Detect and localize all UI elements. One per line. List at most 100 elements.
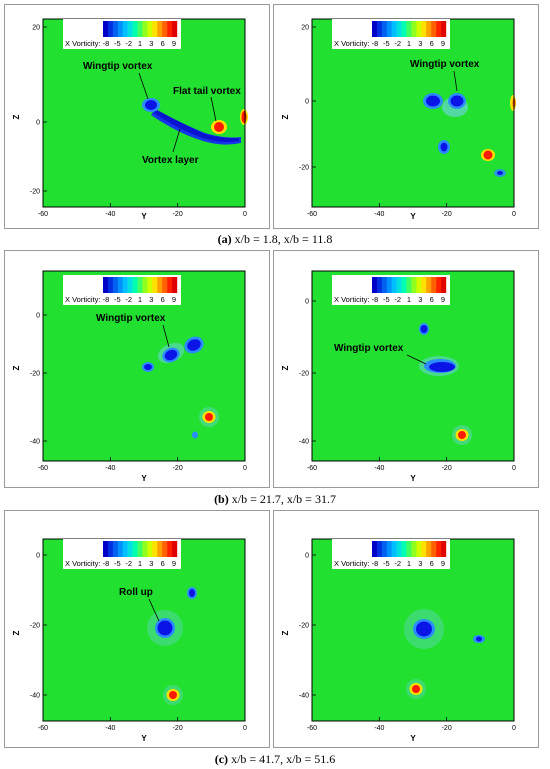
colorbar-legend: X Vorticity: -8 -5 -2 1 3 6 9 bbox=[332, 19, 450, 49]
annotation-wingtip-vortex: Wingtip vortex bbox=[96, 313, 166, 324]
x-tick-label: -60 bbox=[307, 211, 317, 218]
colorbar-swatch bbox=[416, 541, 422, 557]
colorbar-swatch bbox=[401, 277, 407, 293]
colorbar-swatch bbox=[122, 21, 128, 37]
colorbar-swatch bbox=[421, 277, 427, 293]
legend-tick-label: -8 bbox=[372, 559, 379, 568]
axis-ticks: -60 -40 -20 0 0 -20 -40 bbox=[30, 553, 247, 733]
x-tick-label: -60 bbox=[38, 211, 48, 218]
colorbar-swatch bbox=[107, 277, 114, 293]
secondary-vortex-core bbox=[497, 171, 503, 175]
colorbar-swatch bbox=[381, 277, 387, 293]
colorbar-swatch bbox=[391, 21, 397, 37]
annotation-leader bbox=[453, 70, 458, 92]
x-axis-label: Y bbox=[410, 734, 416, 743]
y-axis-label: Z bbox=[281, 114, 290, 119]
axis-ticks: -60 -40 -20 0 20 0 -20 bbox=[30, 25, 247, 219]
legend-tick-label: 1 bbox=[407, 559, 411, 568]
x-axis-label: Y bbox=[141, 734, 147, 743]
legend-tick-label: -8 bbox=[372, 39, 379, 48]
axis-ticks: -60 -40 -20 0 0 -20 -40 bbox=[30, 313, 247, 473]
colorbar-swatch bbox=[112, 277, 118, 293]
colorbar-swatch bbox=[147, 541, 153, 557]
annotation-wingtip-vortex: Wingtip vortex bbox=[334, 343, 404, 354]
panel-b-left: X Vorticity: -8 -5 -2 1 3 6 9 -60 -40 -20 0 0 -20 -40… bbox=[4, 250, 270, 488]
legend-tick-label: 3 bbox=[418, 295, 422, 304]
legend-label: X Vorticity: bbox=[65, 295, 100, 304]
colorbar-swatch bbox=[122, 277, 128, 293]
y-tick-label: 20 bbox=[301, 25, 309, 32]
legend-tick-label: -2 bbox=[125, 295, 132, 304]
y-axis-label: Z bbox=[281, 365, 290, 370]
legend-tick-label: -5 bbox=[114, 39, 121, 48]
annotation-wingtip-vortex: Wingtip vortex bbox=[83, 61, 153, 72]
y-axis-label: Z bbox=[12, 630, 21, 635]
colorbar-swatch bbox=[396, 21, 402, 37]
colorbar-swatch bbox=[436, 277, 442, 293]
colorbar-swatch bbox=[103, 541, 109, 557]
colorbar-swatch bbox=[152, 541, 158, 557]
tail-vortex-core bbox=[169, 691, 177, 699]
colorbar-swatch bbox=[416, 277, 422, 293]
x-tick-label: -60 bbox=[307, 725, 317, 732]
y-tick-label: -20 bbox=[299, 371, 309, 378]
colorbar-swatch bbox=[376, 277, 383, 293]
legend-tick-label: 9 bbox=[441, 295, 445, 304]
colorbar-swatch bbox=[162, 277, 168, 293]
colorbar-swatch bbox=[416, 21, 422, 37]
legend-tick-label: 1 bbox=[138, 39, 142, 48]
colorbar-swatch bbox=[132, 541, 138, 557]
colorbar-swatch bbox=[401, 541, 407, 557]
colorbar-swatch bbox=[396, 277, 402, 293]
legend-tick-label: 9 bbox=[172, 559, 176, 568]
y-tick-label: -20 bbox=[30, 371, 40, 378]
colorbar-swatch bbox=[431, 277, 437, 293]
colorbar-swatch bbox=[406, 277, 412, 293]
x-tick-label: -60 bbox=[307, 465, 317, 472]
colorbar-swatch bbox=[406, 541, 412, 557]
colorbar-swatch bbox=[103, 21, 109, 37]
colorbar-legend: X Vorticity: -8 -5 -2 1 3 6 9 bbox=[63, 275, 181, 305]
colorbar-swatch bbox=[172, 541, 178, 557]
colorbar-swatch bbox=[147, 277, 153, 293]
colorbar-legend: X Vorticity: -8 -5 -2 1 3 6 9 bbox=[63, 19, 181, 49]
vorticity-field bbox=[312, 19, 514, 207]
y-tick-label: 20 bbox=[32, 25, 40, 32]
x-tick-label: -40 bbox=[374, 211, 384, 218]
x-tick-label: -60 bbox=[38, 465, 48, 472]
legend-tick-label: 9 bbox=[172, 295, 176, 304]
legend-tick-label: 9 bbox=[172, 39, 176, 48]
legend-tick-label: -5 bbox=[383, 559, 390, 568]
colorbar-swatch bbox=[421, 21, 427, 37]
colorbar-swatch bbox=[426, 21, 432, 37]
colorbar-swatch bbox=[157, 21, 163, 37]
annotation-leader bbox=[406, 354, 427, 365]
colorbar-swatch bbox=[157, 277, 163, 293]
colorbar-swatch bbox=[172, 277, 178, 293]
caption-a: (a) x/b = 1.8, x/b = 11.8 bbox=[217, 232, 333, 246]
colorbar-swatch bbox=[167, 277, 173, 293]
x-tick-label: -40 bbox=[105, 211, 115, 218]
x-tick-label: -20 bbox=[442, 465, 452, 472]
legend-tick-label: 3 bbox=[149, 559, 153, 568]
panel-a-right: X Vorticity: -8 -5 -2 1 3 6 9 -60 -40 -20 0 20 0 -20 … bbox=[273, 4, 539, 229]
colorbar-swatch bbox=[127, 541, 133, 557]
colorbar-swatch bbox=[112, 541, 118, 557]
tail-vortex-core bbox=[412, 685, 420, 693]
legend-tick-label: 3 bbox=[149, 39, 153, 48]
legend-tick-label: 6 bbox=[430, 295, 434, 304]
wingtip-vortex-core bbox=[450, 95, 464, 107]
colorbar-swatch bbox=[162, 541, 168, 557]
x-tick-label: 0 bbox=[243, 725, 247, 732]
colorbar-swatch bbox=[386, 541, 392, 557]
y-tick-label: -20 bbox=[299, 623, 309, 630]
y-tick-label: -40 bbox=[30, 693, 40, 700]
colorbar-swatch bbox=[411, 277, 417, 293]
x-tick-label: 0 bbox=[512, 465, 516, 472]
colorbar-swatch bbox=[112, 21, 118, 37]
y-tick-label: 0 bbox=[305, 99, 309, 106]
colorbar-swatch bbox=[376, 21, 383, 37]
legend-label: X Vorticity: bbox=[334, 295, 369, 304]
colorbar-swatch bbox=[396, 541, 402, 557]
colorbar-swatch bbox=[431, 541, 437, 557]
